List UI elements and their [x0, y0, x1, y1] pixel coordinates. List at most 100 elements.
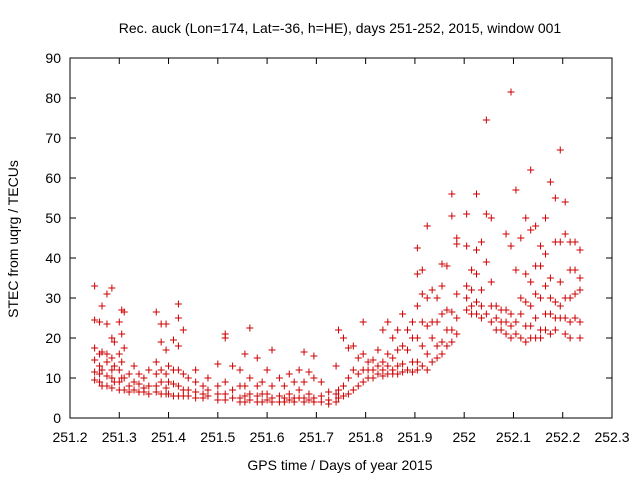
data-point	[96, 362, 104, 370]
data-point	[310, 352, 318, 360]
data-point	[413, 302, 421, 310]
data-point	[130, 378, 138, 386]
data-point	[349, 366, 357, 374]
data-point	[561, 230, 569, 238]
data-point	[399, 310, 407, 318]
data-point	[359, 378, 367, 386]
data-point	[551, 194, 559, 202]
data-point	[285, 390, 293, 398]
y-tick-label: 0	[53, 410, 61, 426]
data-point	[551, 326, 559, 334]
data-point	[253, 392, 261, 400]
data-point	[448, 326, 456, 334]
data-point	[157, 378, 165, 386]
data-point	[468, 302, 476, 310]
data-point	[512, 266, 520, 274]
data-point	[130, 386, 138, 394]
data-point	[300, 398, 308, 406]
data-point	[418, 318, 426, 326]
data-point	[379, 372, 387, 380]
data-point	[268, 382, 276, 390]
data-point	[566, 294, 574, 302]
data-point	[103, 358, 111, 366]
data-point	[120, 386, 128, 394]
data-point	[546, 178, 554, 186]
data-point	[502, 330, 510, 338]
data-point	[174, 342, 182, 350]
data-point	[280, 398, 288, 406]
y-tick-label: 90	[45, 50, 61, 66]
data-point	[556, 302, 564, 310]
data-point	[174, 314, 182, 322]
data-point	[140, 388, 148, 396]
data-point	[463, 306, 471, 314]
data-point	[241, 392, 249, 400]
data-point	[118, 330, 126, 338]
data-point	[295, 366, 303, 374]
data-point	[507, 88, 515, 96]
data-point	[448, 212, 456, 220]
data-point	[236, 366, 244, 374]
data-point	[413, 334, 421, 342]
data-point	[204, 386, 212, 394]
data-point	[389, 354, 397, 362]
data-point	[344, 374, 352, 382]
data-point	[364, 358, 372, 366]
data-point	[433, 318, 441, 326]
data-point	[140, 374, 148, 382]
data-point	[546, 310, 554, 318]
data-point	[537, 294, 545, 302]
data-point	[404, 366, 412, 374]
data-point	[399, 368, 407, 376]
data-point	[118, 358, 126, 366]
data-point	[561, 330, 569, 338]
data-point	[317, 392, 325, 400]
data-point	[532, 290, 540, 298]
data-point	[453, 330, 461, 338]
data-point	[125, 382, 133, 390]
data-point	[418, 342, 426, 350]
data-point	[115, 378, 123, 386]
data-point	[477, 302, 485, 310]
data-point	[229, 362, 237, 370]
data-point	[221, 334, 229, 342]
data-point	[108, 374, 116, 382]
data-point	[527, 166, 535, 174]
data-point	[541, 214, 549, 222]
data-point	[556, 146, 564, 154]
data-point	[115, 366, 123, 374]
data-point	[179, 370, 187, 378]
data-point	[399, 360, 407, 368]
y-axis: 0 10 20 30 40 50 60 70 80 90	[45, 50, 612, 426]
data-point	[275, 374, 283, 382]
data-point	[241, 398, 249, 406]
data-point	[546, 294, 554, 302]
data-point	[389, 334, 397, 342]
data-point	[130, 362, 138, 370]
data-point	[561, 198, 569, 206]
data-point	[241, 382, 249, 390]
data-points	[91, 88, 584, 408]
data-point	[184, 374, 192, 382]
data-point	[275, 392, 283, 400]
data-point	[300, 378, 308, 386]
data-point	[120, 308, 128, 316]
y-tick-label: 20	[45, 330, 61, 346]
data-point	[522, 298, 530, 306]
data-point	[497, 326, 505, 334]
data-point	[546, 274, 554, 282]
data-point	[374, 362, 382, 370]
data-point	[145, 366, 153, 374]
data-point	[241, 350, 249, 358]
data-point	[199, 382, 207, 390]
data-point	[566, 334, 574, 342]
data-point	[165, 362, 173, 370]
data-point	[374, 346, 382, 354]
data-point	[463, 282, 471, 290]
data-point	[325, 388, 333, 396]
data-point	[438, 310, 446, 318]
data-point	[438, 282, 446, 290]
data-point	[192, 378, 200, 386]
data-point	[332, 398, 340, 406]
data-point	[477, 286, 485, 294]
